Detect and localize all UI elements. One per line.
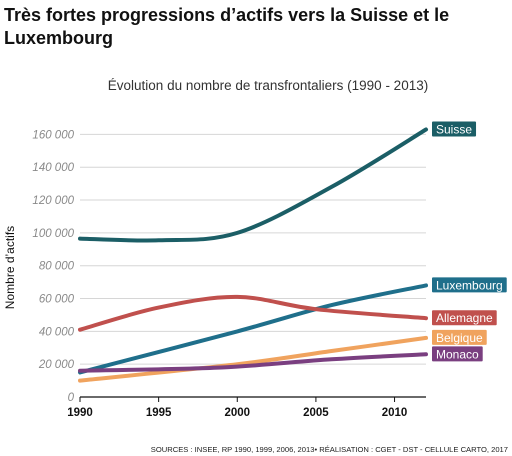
y-tick-label: 100 000 [32, 228, 74, 240]
series-lines [78, 127, 428, 383]
series-line-allemagne [78, 294, 428, 332]
y-tick-label: 120 000 [32, 195, 74, 207]
y-tick-label: 20 000 [38, 359, 75, 371]
y-tick-label: 160 000 [32, 129, 74, 141]
series-line-suisse [78, 127, 428, 243]
series-label-box [432, 310, 497, 326]
chart-headline: Très fortes progressions d’actifs vers l… [4, 5, 450, 48]
series-label-allemagne: Allemagne [432, 310, 497, 326]
y-axis-label: Nombre d’actifs [3, 226, 17, 309]
series-line-belgique [78, 335, 428, 383]
y-tick-label: 140 000 [32, 162, 74, 174]
series-label-text: Luxembourg [436, 278, 503, 292]
series-label-box [432, 346, 483, 362]
chart-subtitle: Évolution du nombre de transfrontaliers … [108, 78, 428, 93]
x-tick-label: 1995 [146, 407, 172, 419]
series-label-text: Suisse [436, 122, 472, 136]
series-line-luxembourg [78, 283, 428, 375]
series-labels: Suisse Luxembourg Allemagne Belgique Monaco [432, 121, 507, 362]
gridlines [80, 133, 426, 365]
series-label-belgique: Belgique [432, 329, 487, 345]
series-line-monaco [78, 352, 428, 373]
x-axis-ticks: 1990 1995 2000 2005 2010 [67, 397, 407, 419]
y-axis-ticks: 0 20 000 40 000 60 000 80 000 100 000 120 000 1… [32, 129, 74, 404]
y-tick-label: 40 000 [39, 326, 75, 338]
series-label-text: Allemagne [436, 311, 493, 325]
y-tick-label: 60 000 [39, 294, 75, 306]
series-label-box [432, 121, 477, 137]
x-tick-label: 1990 [67, 407, 93, 419]
y-tick-label: 0 [68, 392, 75, 404]
series-label-suisse: Suisse [432, 121, 477, 137]
series-label-text: Belgique [436, 331, 483, 345]
x-tick-label: 2000 [224, 407, 250, 419]
x-tick-label: 2005 [303, 407, 329, 419]
series-label-luxembourg: Luxembourg [432, 277, 507, 293]
series-label-box [432, 329, 487, 345]
series-label-box [432, 277, 507, 293]
series-label-monaco: Monaco [432, 346, 483, 362]
x-tick-label: 2010 [382, 407, 408, 419]
source-note: SOURCES : INSEE, RP 1990, 1999, 2006, 20… [151, 445, 508, 454]
series-label-text: Monaco [436, 347, 479, 361]
y-tick-label: 80 000 [39, 261, 75, 273]
